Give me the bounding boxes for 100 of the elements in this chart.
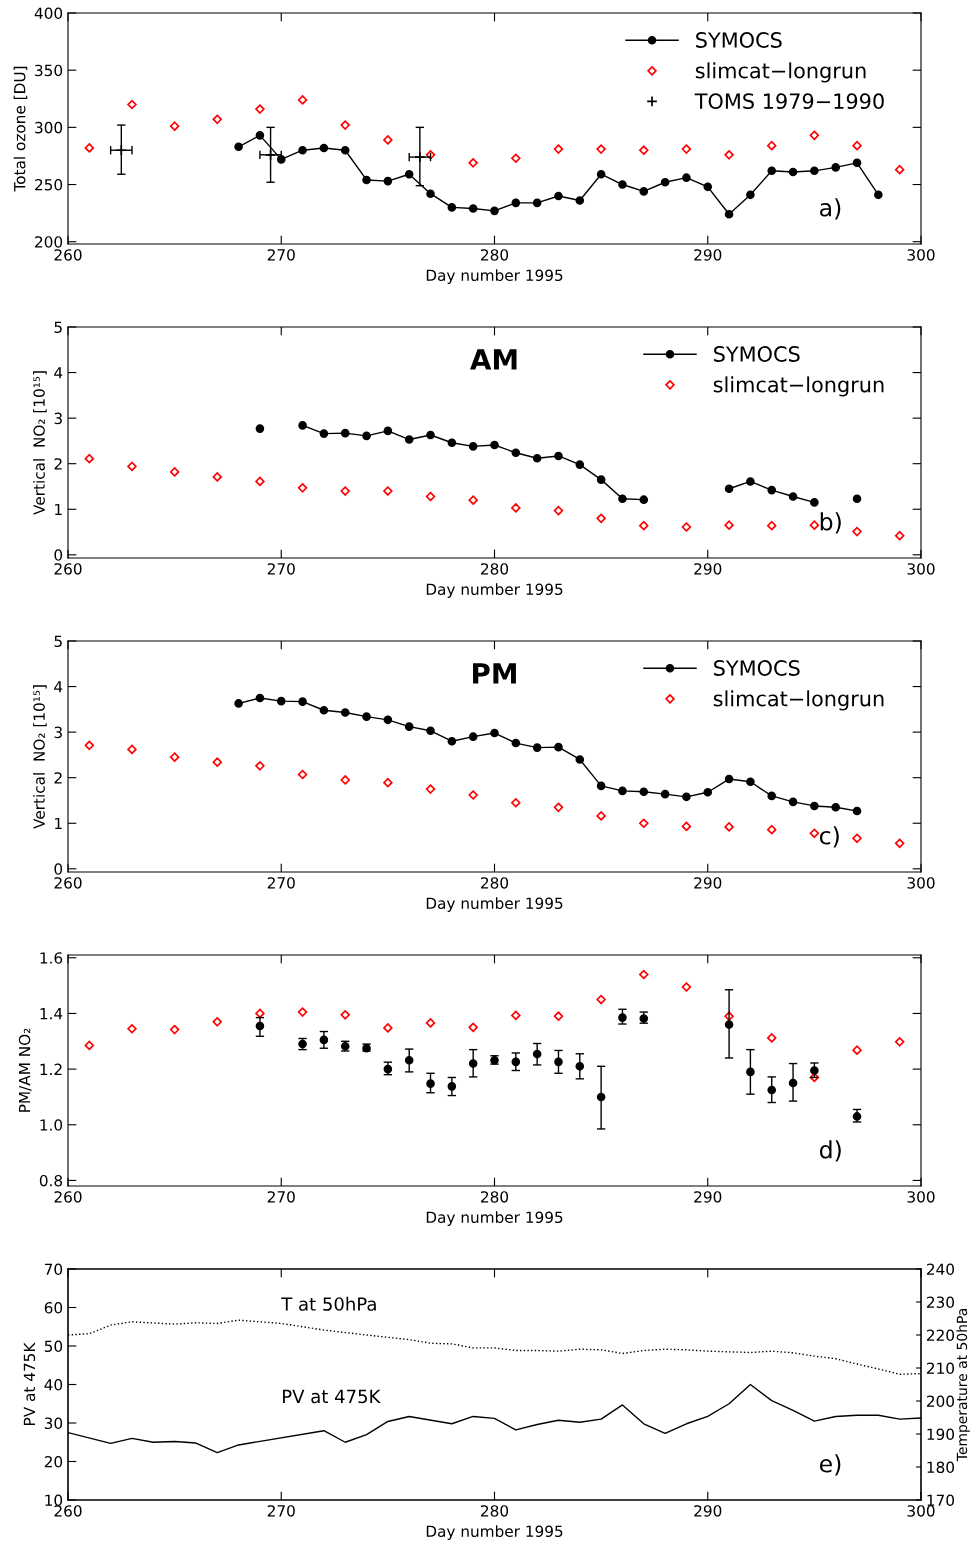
point (639, 969, 649, 980)
legend-label: TOMS 1979−1990 (694, 93, 884, 110)
point (169, 121, 180, 131)
x-tick-label: 280 (481, 249, 509, 261)
point (639, 495, 649, 504)
point (746, 477, 755, 486)
point (212, 114, 223, 125)
annotation: e) (819, 1454, 841, 1476)
point (511, 1010, 521, 1021)
point (788, 492, 798, 501)
point (703, 787, 713, 797)
point (425, 491, 436, 502)
point (681, 821, 692, 832)
point (115, 144, 128, 156)
point (618, 494, 627, 504)
y-axis-title: Vertical NO₂ [10¹⁵] (33, 371, 47, 515)
y-tick-label: 3 (54, 412, 62, 425)
point (766, 824, 777, 835)
x-tick-label: 260 (54, 1191, 82, 1203)
legend-label: SYMOCS (714, 660, 800, 676)
annotation: d) (819, 1140, 841, 1162)
x-tick-label: 280 (481, 563, 509, 575)
x-tick-label: 280 (481, 877, 509, 889)
y-tick-label: 1.0 (40, 1119, 63, 1131)
x-tick-label: 300 (907, 249, 935, 261)
point (596, 169, 606, 179)
x-axis-title: Day number 1995 (426, 897, 563, 912)
point (618, 180, 627, 189)
point (894, 530, 905, 541)
y-axis-title: PV at 475K (23, 1342, 36, 1425)
annotation: PV at 475K (283, 1389, 381, 1404)
x-tick-label: 290 (694, 1505, 722, 1517)
y-tick-label: 0 (54, 863, 63, 875)
point (681, 522, 692, 532)
point (766, 1033, 777, 1043)
point (553, 1011, 564, 1021)
x-axis-title: Day number 1995 (426, 583, 563, 598)
point (809, 828, 820, 839)
y-tick-label: 0.8 (39, 1174, 63, 1187)
point (297, 95, 308, 105)
point (874, 190, 883, 200)
point (255, 693, 265, 703)
point (724, 484, 734, 494)
point (724, 1011, 734, 1021)
point (340, 428, 350, 438)
point (319, 705, 329, 715)
point (298, 145, 307, 155)
point (852, 140, 862, 151)
y-tick-label: 1.4 (40, 1008, 63, 1020)
point (553, 802, 564, 813)
y-tick-label: 40 (44, 1378, 63, 1391)
point (831, 802, 841, 812)
point (340, 708, 350, 717)
point (724, 150, 734, 160)
point (532, 453, 542, 463)
point (596, 144, 606, 154)
point (810, 801, 819, 811)
y-axis-title: Vertical NO₂ [10¹⁵] (33, 685, 47, 829)
point (84, 740, 95, 751)
legend-label: SYMOCS (714, 346, 800, 362)
point (127, 1023, 137, 1034)
x-tick-label: 290 (694, 563, 722, 575)
annotation: b) (820, 512, 841, 534)
x-tick-label: 290 (694, 877, 722, 889)
point (362, 712, 371, 721)
y2-axis-title: Temperature at 50hPa (956, 1309, 970, 1462)
x-tick-label: 300 (907, 1191, 935, 1203)
point (767, 166, 777, 176)
point (212, 1017, 223, 1027)
point (84, 453, 95, 464)
y-tick-label: 3 (54, 726, 62, 739)
point (810, 166, 819, 176)
point (682, 173, 691, 182)
point (468, 442, 478, 451)
point (554, 1057, 563, 1067)
x-tick-label: 280 (481, 1505, 509, 1517)
point (511, 153, 521, 163)
point (127, 744, 137, 755)
point (298, 421, 307, 430)
x-tick-label: 270 (267, 1505, 295, 1517)
point (84, 1040, 95, 1051)
point (127, 99, 137, 110)
point (553, 505, 564, 516)
y-axis-title: Total ozone [DU] (13, 66, 28, 192)
point (553, 144, 564, 154)
x-tick-label: 260 (54, 249, 82, 261)
point (468, 790, 478, 800)
point (618, 786, 627, 796)
point (532, 198, 542, 208)
y2-tick-label: 230 (926, 1296, 955, 1309)
y-tick-label: 1 (55, 817, 62, 830)
point (660, 789, 670, 799)
point (383, 715, 393, 725)
y-tick-label: 2 (54, 458, 62, 470)
x-tick-label: 260 (54, 1505, 82, 1517)
x-tick-label: 260 (54, 563, 82, 575)
x-tick-label: 260 (54, 877, 82, 889)
y-tick-label: 200 (35, 236, 63, 248)
point (340, 486, 350, 496)
point (596, 811, 606, 821)
